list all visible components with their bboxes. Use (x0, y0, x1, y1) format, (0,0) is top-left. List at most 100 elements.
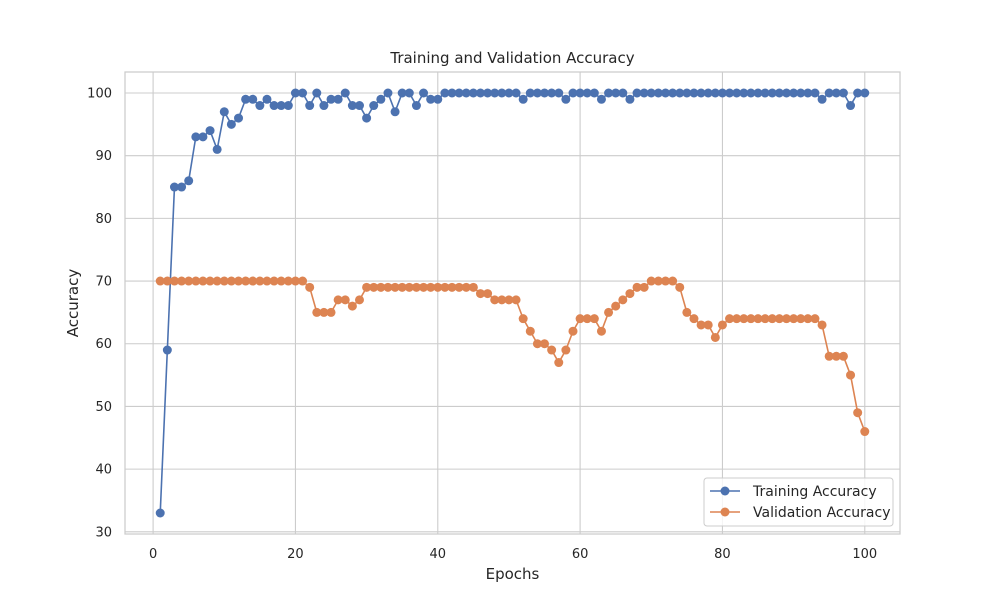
data-point-training (504, 88, 514, 98)
data-point-training (248, 94, 258, 104)
data-point-training (646, 88, 656, 98)
data-point-validation (710, 332, 720, 342)
data-point-validation (618, 295, 628, 305)
y-tick-label: 80 (95, 212, 112, 227)
data-point-training (589, 88, 599, 98)
series-validation (155, 276, 870, 437)
y-tick-label: 70 (95, 275, 112, 290)
data-point-validation (532, 339, 542, 349)
data-point-training (525, 88, 535, 98)
data-point-training (703, 88, 713, 98)
data-point-validation (639, 282, 649, 292)
data-point-validation (298, 276, 308, 286)
data-point-validation (625, 289, 635, 299)
data-point-validation (419, 282, 429, 292)
data-point-training (625, 94, 635, 104)
data-point-validation (525, 326, 535, 336)
data-point-validation (547, 345, 557, 355)
data-point-validation (796, 314, 806, 324)
data-point-training (283, 101, 293, 111)
data-point-training (817, 94, 827, 104)
x-tick-label: 80 (714, 547, 731, 562)
data-point-validation (205, 276, 215, 286)
data-point-validation (440, 282, 450, 292)
data-point-validation (383, 282, 393, 292)
data-point-validation (668, 276, 678, 286)
data-point-validation (632, 282, 642, 292)
data-point-training (419, 88, 429, 98)
data-point-validation (540, 339, 550, 349)
data-point-validation (340, 295, 350, 305)
data-point-validation (319, 307, 329, 317)
data-point-training (212, 144, 222, 154)
data-point-training (682, 88, 692, 98)
data-point-validation (760, 314, 770, 324)
data-point-validation (611, 301, 621, 311)
data-point-training (440, 88, 450, 98)
data-point-validation (781, 314, 791, 324)
data-point-training (725, 88, 735, 98)
data-point-training (319, 101, 329, 111)
data-point-training (426, 94, 436, 104)
data-point-training (155, 508, 165, 518)
data-point-validation (248, 276, 258, 286)
legend: Training Accuracy Validation Accuracy (703, 477, 894, 527)
data-point-validation (290, 276, 300, 286)
data-point-validation (824, 351, 834, 361)
series-training (155, 88, 870, 518)
data-point-validation (582, 314, 592, 324)
y-tick-label: 60 (95, 337, 112, 352)
data-point-validation (853, 408, 863, 418)
data-point-training (184, 176, 194, 186)
data-point-validation (504, 295, 514, 305)
data-point-validation (433, 282, 443, 292)
data-point-training (554, 88, 564, 98)
data-point-validation (354, 295, 364, 305)
data-point-training (582, 88, 592, 98)
data-point-validation (468, 282, 478, 292)
data-point-validation (746, 314, 756, 324)
data-point-validation (326, 307, 336, 317)
data-point-training (739, 88, 749, 98)
data-point-training (661, 88, 671, 98)
data-point-training (404, 88, 414, 98)
y-axis-label: Accuracy (64, 269, 82, 338)
legend-box (703, 477, 894, 527)
x-tick-label: 20 (287, 547, 304, 562)
y-tick-labels: 30 40 50 60 70 80 90 100 (87, 87, 112, 541)
data-point-validation (404, 282, 414, 292)
data-point-training (333, 94, 343, 104)
data-point-training (347, 101, 357, 111)
data-point-training (789, 88, 799, 98)
data-point-validation (554, 358, 564, 368)
data-point-validation (661, 276, 671, 286)
data-point-validation (397, 282, 407, 292)
data-point-validation (475, 289, 485, 299)
data-point-training (575, 88, 585, 98)
y-tick-label: 40 (95, 463, 112, 478)
data-point-training (312, 88, 322, 98)
data-point-training (604, 88, 614, 98)
data-point-validation (739, 314, 749, 324)
data-point-training (632, 88, 642, 98)
data-point-training (276, 101, 286, 111)
data-point-validation (860, 427, 870, 437)
series-layer (155, 88, 870, 518)
x-axis-label: Epochs (486, 565, 540, 583)
data-point-training (774, 88, 784, 98)
data-point-validation (283, 276, 293, 286)
data-point-training (177, 182, 187, 192)
data-point-training (781, 88, 791, 98)
data-point-training (219, 107, 229, 117)
data-point-validation (347, 301, 357, 311)
x-tick-labels: 0 20 40 60 80 100 (149, 547, 877, 562)
data-point-validation (369, 282, 379, 292)
x-tick-label: 60 (572, 547, 589, 562)
data-point-validation (646, 276, 656, 286)
data-point-training (568, 88, 578, 98)
data-point-validation (376, 282, 386, 292)
data-point-validation (241, 276, 251, 286)
data-point-validation (447, 282, 457, 292)
data-point-training (198, 132, 208, 142)
